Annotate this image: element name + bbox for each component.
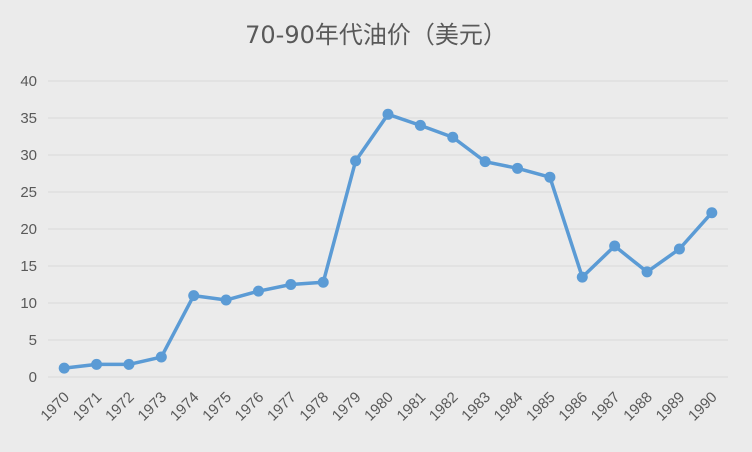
x-tick-label-1974: 1974 <box>167 389 203 425</box>
data-point-1971 <box>91 358 103 370</box>
data-point-1985 <box>544 171 556 183</box>
x-tick-label-1973: 1973 <box>135 389 171 425</box>
x-tick-label-1970: 1970 <box>37 389 73 425</box>
data-point-1975 <box>220 294 232 306</box>
data-point-1970 <box>58 362 70 374</box>
y-tick-label-10: 10 <box>20 295 37 312</box>
series-layer <box>58 108 718 374</box>
data-point-1990 <box>706 207 718 219</box>
x-tick-label-1984: 1984 <box>491 389 527 425</box>
data-point-1979 <box>350 155 362 167</box>
x-tick-label-1989: 1989 <box>653 389 689 425</box>
data-point-1973 <box>155 351 167 363</box>
y-axis-ticks: 0 5 10 15 20 25 30 35 40 <box>20 73 37 386</box>
x-tick-label-1986: 1986 <box>555 389 591 425</box>
x-tick-label-1980: 1980 <box>361 389 397 425</box>
data-point-1982 <box>447 131 459 143</box>
data-point-1986 <box>576 271 588 283</box>
x-tick-label-1975: 1975 <box>199 389 235 425</box>
data-point-1987 <box>609 240 621 252</box>
data-point-1984 <box>512 162 524 174</box>
x-tick-label-1987: 1987 <box>588 389 624 425</box>
data-point-1980 <box>382 108 394 120</box>
y-tick-label-30: 30 <box>20 147 37 164</box>
x-tick-label-1978: 1978 <box>296 389 332 425</box>
y-tick-label-5: 5 <box>29 332 37 349</box>
y-tick-label-35: 35 <box>20 110 37 127</box>
y-tick-label-25: 25 <box>20 184 37 201</box>
y-tick-label-0: 0 <box>29 369 37 386</box>
data-point-1988 <box>641 266 653 278</box>
x-tick-label-1982: 1982 <box>426 389 462 425</box>
data-point-1974 <box>188 290 200 302</box>
x-tick-label-1985: 1985 <box>523 389 559 425</box>
x-tick-label-1971: 1971 <box>70 389 106 425</box>
data-point-1989 <box>673 243 685 255</box>
x-tick-label-1972: 1972 <box>102 389 138 425</box>
data-point-1972 <box>123 358 135 370</box>
data-point-1981 <box>414 119 426 131</box>
x-tick-label-1977: 1977 <box>264 389 300 425</box>
x-tick-label-1979: 1979 <box>329 389 365 425</box>
gridlines <box>48 80 728 378</box>
x-axis-ticks: 1970197119721973197419751976197719781979… <box>37 389 720 425</box>
y-tick-label-15: 15 <box>20 258 37 275</box>
data-point-1976 <box>252 285 264 297</box>
data-point-1977 <box>285 279 297 290</box>
x-tick-label-1981: 1981 <box>394 389 430 425</box>
data-point-1983 <box>479 156 491 168</box>
y-tick-label-20: 20 <box>20 221 37 238</box>
x-tick-label-1976: 1976 <box>232 389 268 425</box>
x-tick-label-1990: 1990 <box>685 389 721 425</box>
data-point-1978 <box>317 276 329 288</box>
y-tick-label-40: 40 <box>20 73 37 90</box>
chart-title: 70-90年代油价（美元） <box>245 21 507 49</box>
x-tick-label-1983: 1983 <box>458 389 494 425</box>
x-tick-label-1988: 1988 <box>620 389 656 425</box>
